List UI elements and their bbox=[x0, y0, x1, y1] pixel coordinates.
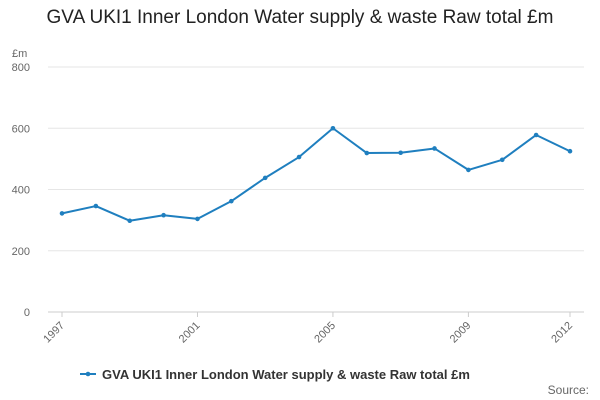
legend[interactable]: GVA UKI1 Inner London Water supply & was… bbox=[80, 367, 470, 382]
data-point-1998[interactable] bbox=[93, 203, 99, 209]
x-tick-label-2009: 2009 bbox=[448, 320, 474, 346]
x-tick-label-1997: 1997 bbox=[41, 320, 67, 346]
x-tick-label-2001: 2001 bbox=[177, 320, 203, 346]
data-point-2003[interactable] bbox=[262, 175, 268, 181]
data-point-2007[interactable] bbox=[398, 150, 403, 156]
source-label: Source: bbox=[548, 383, 589, 397]
grid-lines bbox=[48, 66, 584, 313]
data-point-2000[interactable] bbox=[161, 212, 166, 218]
series-line-0 bbox=[61, 127, 571, 222]
data-point-2006[interactable] bbox=[364, 150, 370, 156]
chart-title: GVA UKI1 Inner London Water supply & was… bbox=[46, 7, 554, 28]
y-axis: 0 200 400 600 800 bbox=[12, 62, 30, 319]
data-point-2008[interactable] bbox=[432, 146, 437, 151]
y-tick-label-800: 800 bbox=[12, 62, 30, 74]
y-tick-label-200: 200 bbox=[12, 246, 30, 258]
y-tick-label-600: 600 bbox=[12, 123, 30, 135]
x-tick-label-2012: 2012 bbox=[549, 320, 575, 346]
y-tick-label-400: 400 bbox=[12, 185, 30, 197]
x-axis: 1997 2001 2005 2009 2012 bbox=[41, 312, 575, 345]
legend-item-label[interactable]: GVA UKI1 Inner London Water supply & was… bbox=[102, 367, 470, 382]
data-point-2012[interactable] bbox=[567, 148, 573, 154]
series-area bbox=[59, 125, 573, 224]
data-point-2011[interactable] bbox=[533, 132, 539, 138]
data-point-1997[interactable] bbox=[59, 211, 65, 216]
y-tick-label-0: 0 bbox=[24, 307, 30, 319]
data-point-2010[interactable] bbox=[499, 157, 505, 163]
legend-marker bbox=[85, 371, 91, 377]
data-point-2005[interactable] bbox=[330, 125, 336, 131]
y-axis-unit-label: £m bbox=[12, 48, 27, 60]
data-point-2002[interactable] bbox=[229, 198, 234, 204]
data-point-1999[interactable] bbox=[127, 218, 133, 224]
data-point-2009[interactable] bbox=[466, 167, 471, 173]
data-point-2001[interactable] bbox=[195, 216, 200, 222]
data-point-2004[interactable] bbox=[296, 154, 302, 160]
x-tick-label-2005: 2005 bbox=[312, 320, 338, 346]
